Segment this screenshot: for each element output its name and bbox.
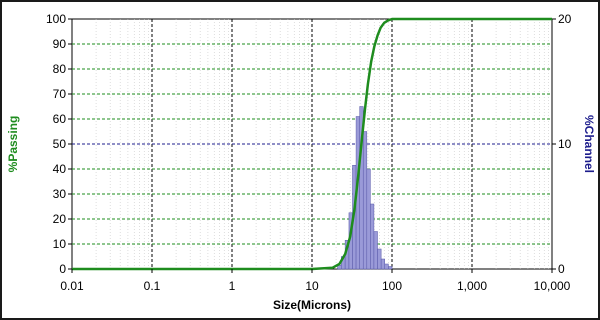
y-left-tick-label: 10 xyxy=(53,237,67,251)
y-left-tick-label: 60 xyxy=(53,112,67,126)
x-axis-title: Size(Microns) xyxy=(273,298,351,312)
x-tick-label: 100 xyxy=(382,279,402,293)
grid xyxy=(72,19,552,269)
cumulative-passing-line xyxy=(72,17,552,271)
x-tick-label: 1,000 xyxy=(457,279,487,293)
y-left-tick-label: 30 xyxy=(53,187,67,201)
histogram-bar xyxy=(380,258,385,270)
y-left-tick-label: 50 xyxy=(53,137,67,151)
y-left-tick-label: 0 xyxy=(59,262,66,276)
y-right-tick-label: 10 xyxy=(558,137,572,151)
histogram-bar xyxy=(388,266,393,270)
y-left-tick-label: 70 xyxy=(53,87,67,101)
histogram-series xyxy=(337,106,393,270)
y-left-tick-label: 40 xyxy=(53,162,67,176)
cumulative-series xyxy=(72,17,552,271)
right-axis-title: %Channel xyxy=(582,115,596,173)
y-right-tick-label: 0 xyxy=(558,262,565,276)
left-axis-title: %Passing xyxy=(6,116,20,173)
y-left-tick-label: 20 xyxy=(53,212,67,226)
y-left-tick-label: 80 xyxy=(53,62,67,76)
histogram-bar xyxy=(362,131,368,270)
histogram-bar xyxy=(384,263,389,270)
x-tick-label: 10,000 xyxy=(534,279,571,293)
histogram-bar xyxy=(377,248,382,270)
histogram-bar xyxy=(370,203,375,270)
x-tick-label: 1 xyxy=(229,279,236,293)
histogram-bar xyxy=(373,231,378,270)
x-tick-label: 10 xyxy=(305,279,319,293)
y-left-tick-label: 100 xyxy=(46,12,66,26)
x-tick-label: 0.01 xyxy=(60,279,84,293)
y-right-tick-label: 20 xyxy=(558,12,572,26)
x-tick-label: 0.1 xyxy=(144,279,161,293)
histogram-bar xyxy=(366,168,371,270)
axes: 0.01 0.1 1 10 100 1,000 10,0000102030405060708… xyxy=(46,12,572,293)
y-left-tick-label: 90 xyxy=(53,37,67,51)
